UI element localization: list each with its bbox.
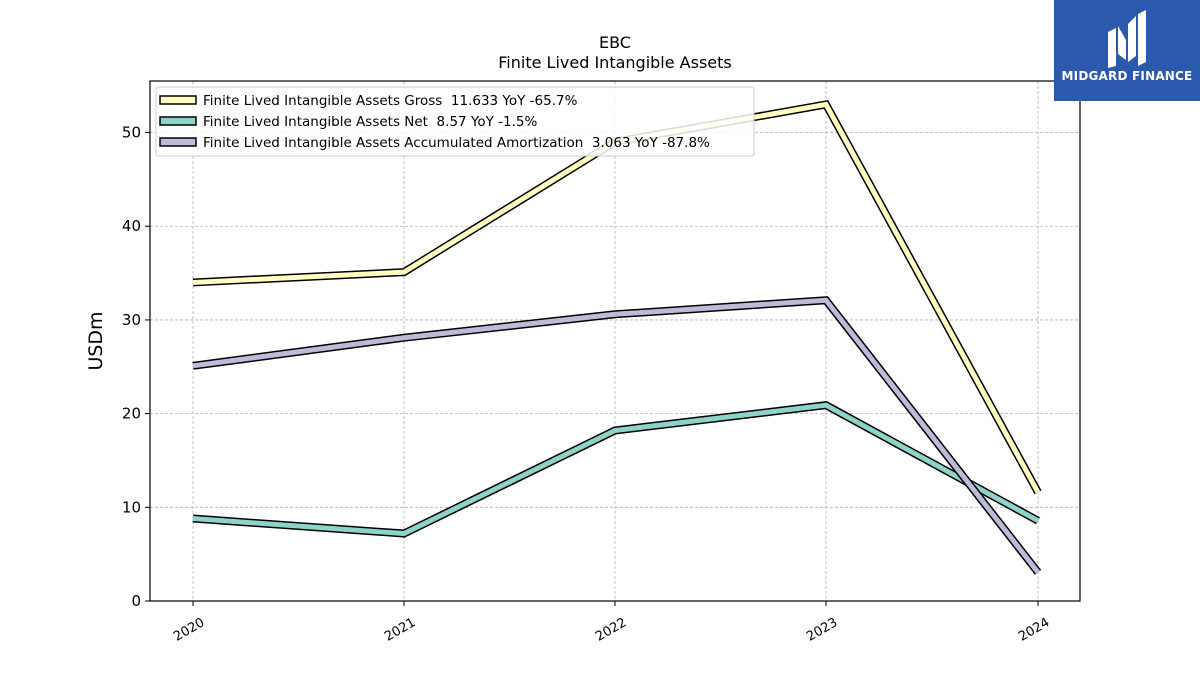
legend: Finite Lived Intangible Assets Gross 11.…: [155, 86, 755, 157]
legend-swatch: [159, 95, 197, 105]
y-tick-label: 0: [131, 592, 141, 610]
y-axis-label: USDm: [85, 311, 107, 370]
y-tick-label: 40: [122, 217, 141, 235]
series-line: [192, 297, 1040, 574]
series-line-outline: [192, 401, 1040, 538]
chart-title: EBC: [599, 33, 631, 52]
series-group: [192, 99, 1042, 575]
legend-box: [155, 86, 755, 157]
series-line: [192, 402, 1040, 537]
logo-mark-icon: [1108, 10, 1146, 68]
x-tick-label: 2020: [171, 615, 207, 645]
y-tick-label: 10: [122, 498, 141, 516]
legend-swatch: [159, 116, 197, 126]
x-tick-label: 2023: [804, 615, 840, 645]
y-tick-label: 20: [122, 405, 141, 423]
legend-swatch: [159, 137, 197, 147]
x-tick-label: 2021: [382, 615, 418, 645]
logo-text: MIDGARD FINANCE: [1061, 69, 1193, 83]
chart-subtitle: Finite Lived Intangible Assets: [498, 53, 731, 72]
x-tick-label: 2024: [1016, 615, 1052, 645]
legend-label: Finite Lived Intangible Assets Gross 11.…: [203, 93, 578, 109]
axes: 0 10 20 30 40 50 2020 2021 2022 2023 2024: [122, 80, 1081, 645]
legend-label: Finite Lived Intangible Assets Net 8.57 …: [203, 114, 538, 130]
y-tick-label: 50: [122, 124, 141, 142]
y-tick-label: 30: [122, 311, 141, 329]
legend-label: Finite Lived Intangible Assets Accumulat…: [203, 135, 710, 151]
x-tick-label: 2022: [593, 615, 629, 645]
brand-logo: MIDGARD FINANCE: [1054, 0, 1200, 101]
